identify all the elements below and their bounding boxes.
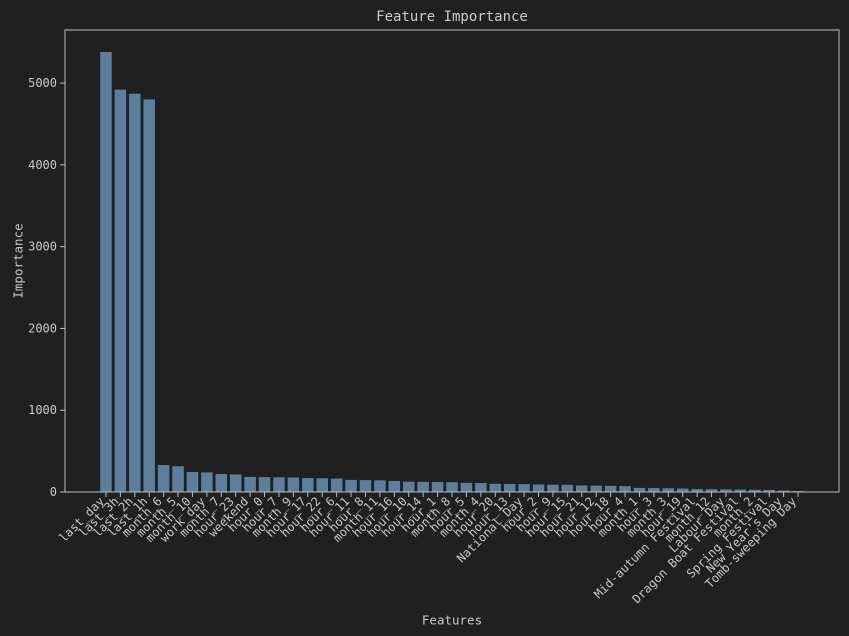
bar (460, 482, 473, 492)
bar (503, 483, 516, 492)
bar (374, 480, 386, 492)
bar (244, 476, 256, 492)
bar (402, 481, 415, 492)
bar (734, 489, 747, 492)
bar (431, 482, 444, 492)
y-tick-label: 3000 (28, 240, 57, 254)
y-tick-label: 4000 (28, 158, 57, 172)
bar (316, 478, 328, 492)
bar (114, 89, 127, 492)
bar (604, 485, 617, 492)
bar (705, 489, 718, 492)
bar (619, 486, 631, 492)
bar (532, 484, 545, 492)
bar (359, 480, 372, 492)
x-axis: last_daylast_3hlast_2hlast_1hmonth_6mont… (56, 492, 799, 606)
bar (417, 481, 429, 492)
bar (475, 483, 487, 492)
bar (720, 489, 732, 492)
bar (777, 490, 790, 492)
y-axis-label: Importance (11, 223, 26, 298)
bar (172, 466, 184, 492)
bar (287, 477, 300, 492)
bar (273, 477, 285, 492)
y-tick-label: 0 (50, 485, 57, 499)
bar-series (100, 52, 804, 493)
chart-title: Feature Importance (376, 9, 528, 25)
bar (129, 93, 141, 493)
y-axis: 0 1000 2000 3000 4000 5000 (28, 76, 65, 499)
bar (662, 488, 675, 492)
bar (157, 465, 170, 492)
bar (590, 485, 602, 492)
x-axis-label: Features (422, 613, 482, 628)
bar (100, 52, 112, 492)
bar (229, 474, 242, 492)
bar (648, 488, 660, 492)
bar (143, 99, 155, 493)
bar (633, 487, 646, 492)
bar (330, 478, 343, 492)
bar (576, 485, 588, 492)
bar (215, 474, 228, 492)
bar (201, 472, 213, 492)
bar (763, 489, 775, 492)
bar (388, 480, 401, 492)
bar (676, 488, 689, 492)
bar (561, 484, 574, 492)
bar (345, 479, 357, 492)
bar (258, 477, 271, 492)
bar (547, 484, 559, 492)
y-tick-label: 5000 (28, 76, 57, 90)
y-tick-label: 2000 (28, 321, 57, 335)
bar (186, 471, 199, 492)
y-tick-label: 1000 (28, 403, 57, 417)
bar (446, 482, 458, 492)
plot-frame (64, 29, 840, 493)
bar (749, 489, 761, 492)
bar (691, 489, 703, 492)
bar (518, 484, 530, 492)
bar (302, 478, 314, 492)
bar (489, 483, 502, 492)
